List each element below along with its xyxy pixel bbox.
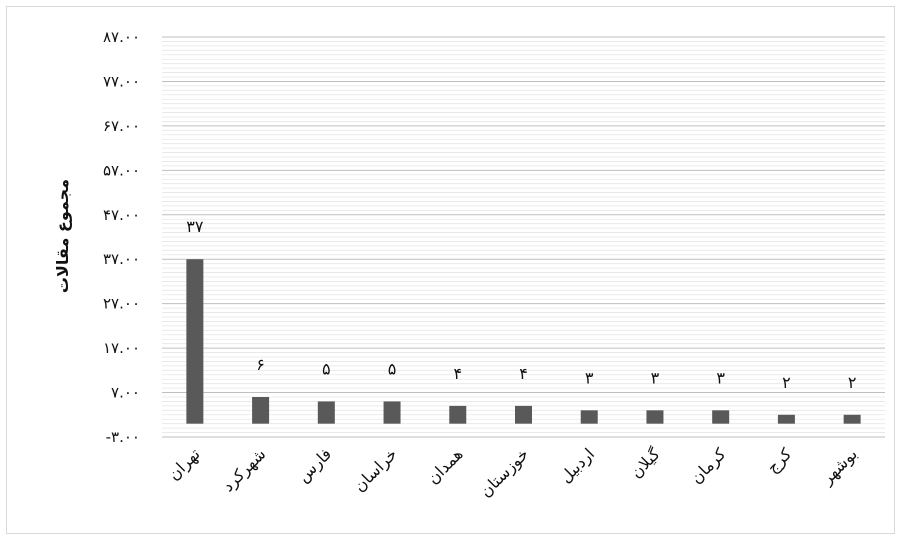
category-label: خوزستان bbox=[476, 444, 533, 501]
category-labels: تهران شهرکرد فارس خراسان همدان خوزستان اردبیل گ… bbox=[164, 444, 861, 501]
data-label: ۳ bbox=[585, 368, 594, 387]
y-tick-label: ۵۷.۰۰ bbox=[103, 161, 140, 179]
bar bbox=[317, 401, 335, 424]
bars bbox=[186, 259, 861, 424]
category-label: فارس bbox=[294, 444, 336, 486]
data-label: ۳ bbox=[716, 368, 725, 387]
bar bbox=[843, 414, 861, 424]
y-tick-label: ۷۷.۰۰ bbox=[103, 72, 140, 90]
category-label: بوشهر bbox=[817, 444, 862, 489]
bar bbox=[515, 405, 532, 424]
y-tick-label: -۳.۰۰ bbox=[106, 428, 140, 446]
category-label: گیلان bbox=[626, 444, 664, 482]
data-label: ۵ bbox=[388, 359, 397, 378]
y-tick-label: ۷.۰۰ bbox=[111, 384, 140, 402]
data-label: ۳ bbox=[651, 368, 660, 387]
data-label: ۳۷ bbox=[186, 217, 204, 236]
y-tick-label: ۳۷.۰۰ bbox=[103, 250, 140, 268]
y-tick-label: ۲۷.۰۰ bbox=[103, 295, 140, 313]
y-axis-label: مجموع مقالات bbox=[53, 179, 72, 293]
data-label: ۶ bbox=[256, 355, 265, 374]
category-label: همدان bbox=[423, 444, 466, 487]
bar bbox=[712, 410, 730, 424]
y-tick-label: ۱۷.۰۰ bbox=[103, 339, 140, 357]
bar bbox=[449, 405, 467, 424]
data-label: ۲ bbox=[782, 373, 791, 392]
gridlines bbox=[162, 36, 885, 438]
category-label: تهران bbox=[164, 444, 204, 484]
category-label: شهرکرد bbox=[218, 444, 270, 496]
data-label: ۴ bbox=[519, 364, 528, 383]
data-labels: ۳۷ ۶ ۵ ۵ ۴ ۴ ۳ ۳ ۳ ۲ ۲ bbox=[186, 217, 856, 392]
bar bbox=[646, 410, 664, 424]
bar bbox=[252, 397, 270, 424]
chart-frame bbox=[6, 6, 895, 534]
data-label: ۲ bbox=[848, 373, 857, 392]
y-tick-label: ۸۷.۰۰ bbox=[103, 28, 140, 46]
category-label: کرج bbox=[763, 444, 796, 477]
bar bbox=[186, 259, 204, 424]
bar bbox=[580, 410, 598, 424]
category-label: اردبیل bbox=[556, 444, 599, 487]
bar bbox=[777, 414, 795, 424]
y-tick-label: ۴۷.۰۰ bbox=[103, 206, 140, 224]
data-label: ۴ bbox=[453, 364, 462, 383]
data-label: ۵ bbox=[322, 359, 331, 378]
category-label: کرمان bbox=[687, 444, 731, 488]
y-tick-labels: -۳.۰۰ ۷.۰۰ ۱۷.۰۰ ۲۷.۰۰ ۳۷.۰۰ ۴۷.۰۰ ۵۷.۰۰ ۶۷.۰۰ ۷… bbox=[103, 28, 140, 446]
bar bbox=[383, 401, 401, 424]
y-tick-label: ۶۷.۰۰ bbox=[103, 117, 140, 135]
category-label: خراسان bbox=[350, 444, 402, 496]
